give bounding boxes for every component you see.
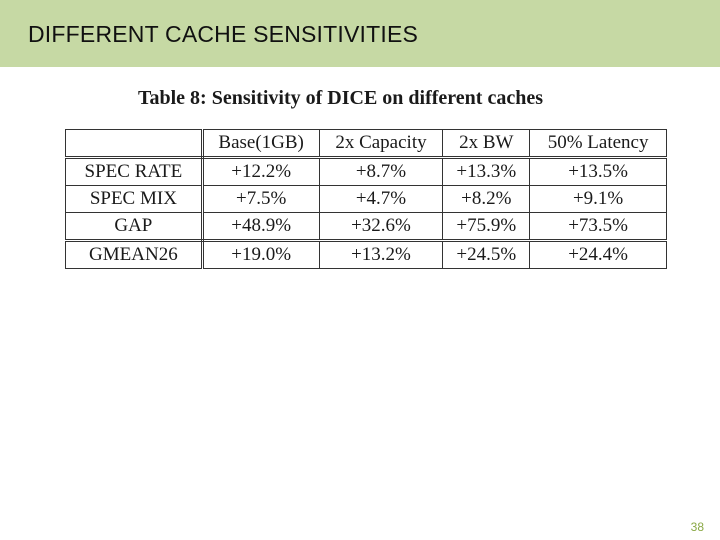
sensitivity-table: Base(1GB) 2x Capacity 2x BW 50% Latency …: [65, 129, 667, 269]
table-cell: +13.5%: [529, 157, 667, 186]
table-cell: +4.7%: [318, 185, 444, 213]
row-label: SPEC MIX: [65, 185, 204, 213]
row-label: GAP: [65, 212, 204, 242]
row-label: GMEAN26: [65, 240, 204, 269]
table-cell: +8.2%: [442, 185, 531, 213]
table-row-summary: GMEAN26 +19.0% +13.2% +24.5% +24.4%: [65, 240, 667, 269]
header-cell-2x-bw: 2x BW: [442, 129, 531, 159]
table-cell: +24.4%: [529, 240, 667, 269]
slide-title: DIFFERENT CACHE SENSITIVITIES: [28, 21, 419, 47]
table-row: SPEC RATE +12.2% +8.7% +13.3% +13.5%: [65, 157, 667, 186]
table-cell: +24.5%: [442, 240, 531, 269]
table-cell: +13.3%: [442, 157, 531, 186]
table-cell: +73.5%: [529, 212, 667, 242]
table-cell: +7.5%: [201, 185, 320, 213]
header-cell-base: Base(1GB): [201, 129, 320, 159]
table-header-row: Base(1GB) 2x Capacity 2x BW 50% Latency: [65, 129, 667, 159]
table-row: GAP +48.9% +32.6% +75.9% +73.5%: [65, 212, 667, 242]
table-cell: +75.9%: [442, 212, 531, 242]
slide-number: 38: [690, 520, 704, 534]
table-cell: +32.6%: [318, 212, 444, 242]
table-cell: +48.9%: [201, 212, 320, 242]
table-cell: +8.7%: [318, 157, 444, 186]
table-row: SPEC MIX +7.5% +4.7% +8.2% +9.1%: [65, 185, 667, 213]
row-label: SPEC RATE: [65, 157, 204, 186]
table-cell: +9.1%: [529, 185, 667, 213]
header-cell-2x-capacity: 2x Capacity: [318, 129, 444, 159]
table-cell: +13.2%: [318, 240, 444, 269]
header-cell-50-latency: 50% Latency: [529, 129, 667, 159]
table-caption: Table 8: Sensitivity of DICE on differen…: [138, 87, 543, 109]
title-banner: DIFFERENT CACHE SENSITIVITIES: [0, 0, 720, 67]
header-cell-corner: [65, 129, 204, 159]
table-cell: +19.0%: [201, 240, 320, 269]
table-cell: +12.2%: [201, 157, 320, 186]
